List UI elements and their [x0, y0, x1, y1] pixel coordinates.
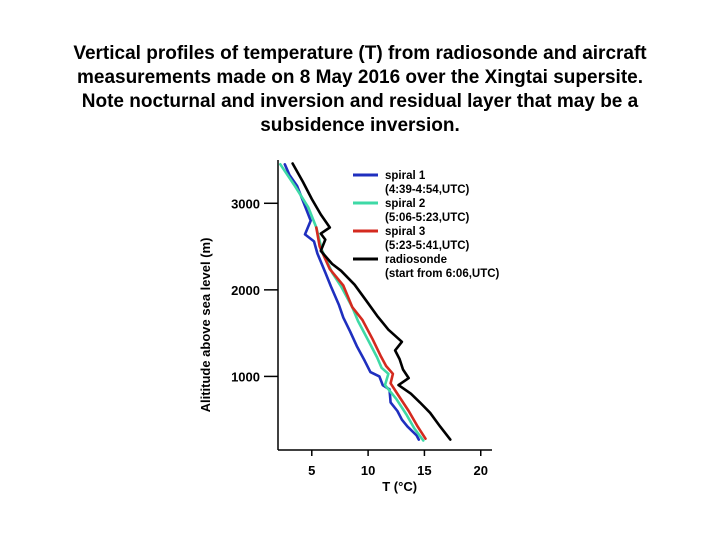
- series-line-spiral-1: [283, 163, 421, 441]
- y-axis-title: Alititude above sea level (m): [198, 238, 213, 413]
- title-line-3: Note nocturnal and inversion and residua…: [81, 91, 639, 112]
- axes: T (°C) Alititude above sea level (m) 5 10…: [198, 160, 492, 494]
- legend-label: radiosonde: [385, 254, 447, 266]
- x-axis-title: T (°C): [382, 479, 417, 494]
- legend-sublabel: (5:23-5:41,UTC): [385, 240, 470, 252]
- x-tick-label: 5: [308, 463, 315, 478]
- title-line-1: Vertical profiles of temperature (T) fro…: [73, 43, 647, 64]
- legend-sublabel: (start from 6:06,UTC): [385, 268, 500, 280]
- plot-area: [279, 162, 452, 442]
- x-tick-label: 10: [361, 463, 375, 478]
- legend: spiral 1 (4:39-4:54,UTC) spiral 2 (5:06-5:2…: [353, 170, 500, 280]
- series-line-spiral-2: [279, 163, 425, 442]
- x-tick-label: 20: [474, 463, 488, 478]
- legend-sublabel: (5:06-5:23,UTC): [385, 212, 470, 224]
- title-line-2: measurements made on 8 May 2016 over the…: [76, 67, 643, 88]
- legend-label: spiral 1: [385, 170, 426, 182]
- y-tick-label: 2000: [231, 283, 260, 298]
- legend-label: spiral 2: [385, 198, 425, 210]
- x-tick-label: 15: [417, 463, 431, 478]
- series-line-radiosonde: [291, 162, 452, 441]
- y-tick-label: 3000: [231, 196, 260, 211]
- slide-title: Vertical profiles of temperature (T) fro…: [40, 42, 680, 138]
- y-tick-label: 1000: [231, 369, 260, 384]
- title-line-4: subsidence inversion.: [260, 115, 460, 136]
- legend-sublabel: (4:39-4:54,UTC): [385, 184, 470, 196]
- legend-label: spiral 3: [385, 226, 425, 238]
- series-line-spiral-3: [315, 226, 427, 440]
